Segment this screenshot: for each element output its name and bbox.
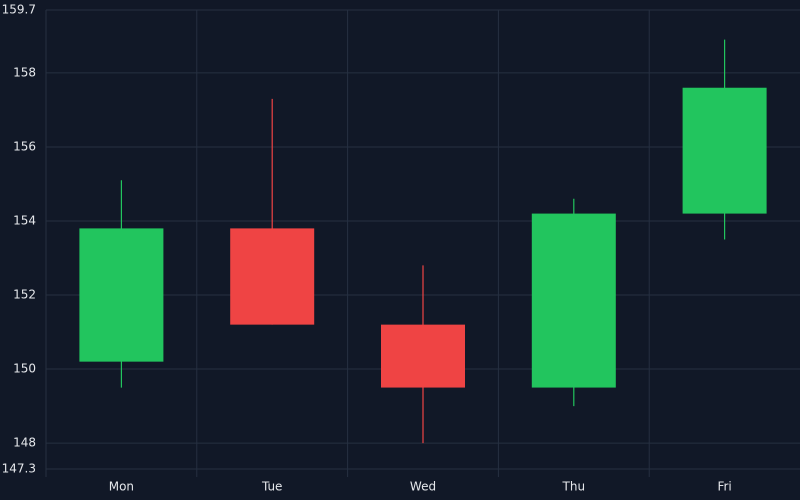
y-tick-label: 158: [13, 65, 36, 79]
candle-body: [682, 87, 767, 214]
y-tick-label: 150: [13, 362, 36, 376]
x-tick-label: Wed: [410, 480, 436, 494]
x-tick-label: Mon: [109, 480, 134, 494]
y-tick-label: 152: [13, 288, 36, 302]
candle-body: [79, 228, 164, 362]
candle-body: [531, 213, 616, 388]
y-tick-label: 147.3: [2, 462, 36, 476]
x-tick-label: Fri: [717, 480, 731, 494]
y-tick-label: 154: [13, 213, 36, 227]
candle-body: [230, 228, 315, 325]
y-tick-label: 159.7: [2, 3, 36, 17]
x-tick-label: Tue: [261, 480, 283, 494]
y-tick-label: 156: [13, 139, 36, 153]
x-tick-label: Thu: [562, 480, 586, 494]
y-tick-label: 148: [13, 436, 36, 450]
candle-body: [381, 324, 465, 388]
